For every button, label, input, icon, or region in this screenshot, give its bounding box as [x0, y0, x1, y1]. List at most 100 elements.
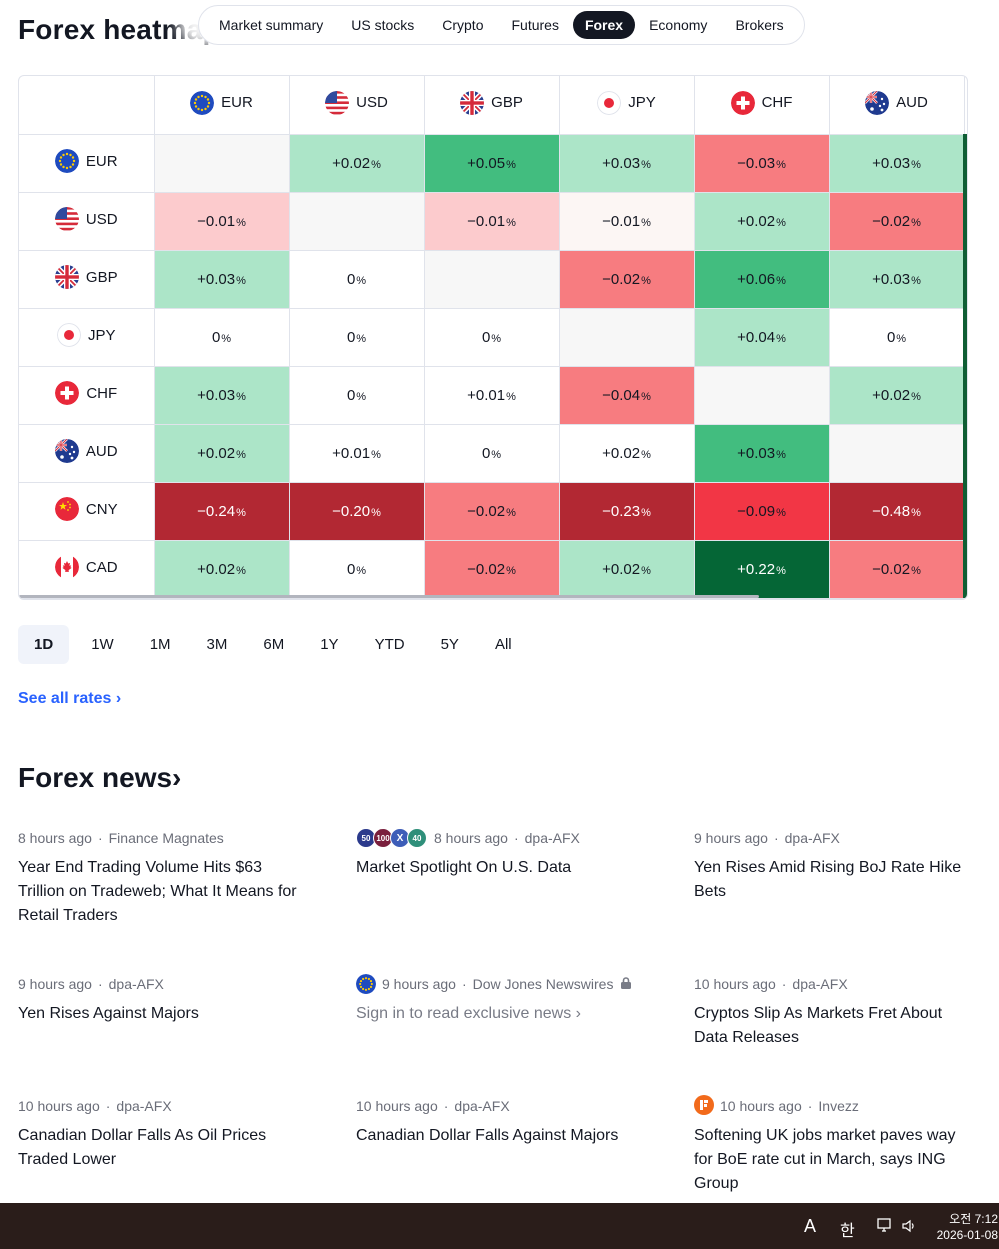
- row-header-cny[interactable]: CNY: [19, 481, 155, 541]
- row-header-eur[interactable]: EUR: [19, 133, 155, 193]
- row-header-chf[interactable]: CHF: [19, 365, 155, 425]
- row-header-aud[interactable]: AUD: [19, 423, 155, 483]
- period-3m[interactable]: 3M: [206, 636, 228, 653]
- heatmap-cell[interactable]: −0.02%: [828, 191, 965, 251]
- row-header-jpy[interactable]: JPY: [19, 307, 155, 367]
- heatmap-cell[interactable]: +0.02%: [558, 539, 695, 599]
- heatmap-cell[interactable]: −0.01%: [558, 191, 695, 251]
- column-header-eur[interactable]: EUR: [153, 76, 290, 135]
- tab-forex[interactable]: Forex: [572, 11, 636, 39]
- column-header-aud[interactable]: AUD: [828, 76, 965, 135]
- tab-us-stocks[interactable]: US stocks: [351, 17, 415, 33]
- column-header-gbp[interactable]: GBP: [423, 76, 560, 135]
- ime-mode-hangul[interactable]: 한: [840, 1223, 855, 1240]
- heatmap-cell[interactable]: 0%: [828, 307, 965, 367]
- news-headline[interactable]: Canadian Dollar Falls Against Majors: [356, 1127, 619, 1144]
- column-header-usd[interactable]: USD: [288, 76, 425, 135]
- heatmap-cell[interactable]: 0%: [288, 365, 425, 425]
- heatmap-cell[interactable]: +0.03%: [828, 133, 965, 193]
- news-headline[interactable]: Canadian Dollar Falls As Oil Prices Trad…: [18, 1127, 267, 1168]
- heatmap-cell[interactable]: −0.01%: [153, 191, 290, 251]
- news-item[interactable]: 9 hours ago · dpa-AFX Yen Rises Amid Risin…: [694, 828, 974, 904]
- heatmap-cell[interactable]: +0.03%: [153, 365, 290, 425]
- network-icon[interactable]: [876, 1216, 894, 1239]
- news-headline[interactable]: Softening UK jobs market paves way for B…: [694, 1127, 956, 1192]
- row-header-usd[interactable]: USD: [19, 191, 155, 251]
- row-header-gbp[interactable]: GBP: [19, 249, 155, 309]
- row-header-cad[interactable]: CAD: [19, 539, 155, 599]
- column-header-jpy[interactable]: JPY: [558, 76, 695, 135]
- period-ytd[interactable]: YTD: [374, 636, 405, 653]
- news-item[interactable]: 50 100 X 40 8 hours ago · dpa-AFX Market S…: [356, 828, 636, 880]
- volume-icon[interactable]: [901, 1217, 919, 1240]
- heatmap-cell[interactable]: −0.02%: [828, 539, 965, 599]
- heatmap-cell[interactable]: 0%: [288, 249, 425, 309]
- news-item[interactable]: 10 hours ago · dpa-AFX Canadian Dollar Fal…: [356, 1096, 636, 1148]
- heatmap-cell[interactable]: +0.05%: [423, 133, 560, 193]
- heatmap-cell[interactable]: +0.02%: [153, 539, 290, 599]
- tab-market-summary[interactable]: Market summary: [219, 17, 324, 33]
- heatmap-cell[interactable]: 0%: [423, 423, 560, 483]
- news-headline[interactable]: Market Spotlight On U.S. Data: [356, 859, 572, 876]
- heatmap-cell[interactable]: −0.01%: [423, 191, 560, 251]
- heatmap-cell[interactable]: +0.02%: [693, 191, 830, 251]
- heatmap-cell[interactable]: −0.20%: [288, 481, 425, 541]
- news-item[interactable]: 8 hours ago · Finance Magnates Year End Tr…: [18, 828, 298, 928]
- heatmap-cell[interactable]: +0.03%: [558, 133, 695, 193]
- heatmap-cell[interactable]: +0.02%: [828, 365, 965, 425]
- ime-mode-a[interactable]: A: [804, 1216, 817, 1236]
- news-headline[interactable]: Cryptos Slip As Markets Fret About Data …: [694, 1005, 943, 1046]
- heatmap-cell[interactable]: −0.04%: [558, 365, 695, 425]
- news-headline[interactable]: Yen Rises Against Majors: [18, 1005, 199, 1022]
- heatmap-cell[interactable]: 0%: [288, 539, 425, 599]
- cell-value: 0: [346, 270, 356, 288]
- heatmap-cell[interactable]: +0.06%: [693, 249, 830, 309]
- heatmap-cell[interactable]: +0.01%: [288, 423, 425, 483]
- heatmap-cell[interactable]: 0%: [288, 307, 425, 367]
- news-headline[interactable]: Yen Rises Amid Rising BoJ Rate Hike Bets: [694, 859, 962, 900]
- period-1y[interactable]: 1Y: [320, 636, 339, 653]
- news-item[interactable]: 10 hours ago · dpa-AFX Canadian Dollar Fal…: [18, 1096, 298, 1172]
- heatmap-cell[interactable]: +0.02%: [558, 423, 695, 483]
- tab-futures[interactable]: Futures: [511, 17, 559, 33]
- forex-news-heading[interactable]: Forex news›: [18, 762, 182, 793]
- heatmap-cell[interactable]: −0.02%: [423, 539, 560, 599]
- heatmap-cell[interactable]: −0.48%: [828, 481, 965, 541]
- heatmap-cell[interactable]: −0.02%: [558, 249, 695, 309]
- heatmap-horizontal-scrollbar[interactable]: [19, 595, 759, 598]
- period-5y[interactable]: 5Y: [440, 636, 459, 653]
- period-all[interactable]: All: [494, 636, 512, 653]
- news-item[interactable]: 10 hours ago · dpa-AFX Cryptos Slip As Mar…: [694, 974, 974, 1050]
- see-all-rates-link[interactable]: See all rates ›: [18, 690, 122, 707]
- period-1m[interactable]: 1M: [149, 636, 171, 653]
- sign-in-exclusive-news-link[interactable]: Sign in to read exclusive news ›: [356, 1005, 581, 1022]
- column-header-chf[interactable]: CHF: [693, 76, 830, 135]
- news-item[interactable]: 10 hours ago · Invezz Softening UK jobs ma…: [694, 1094, 974, 1196]
- period-1d[interactable]: 1D: [18, 625, 70, 664]
- period-6m[interactable]: 6M: [263, 636, 285, 653]
- heatmap-cell[interactable]: +0.02%: [153, 423, 290, 483]
- heatmap-cell[interactable]: −0.23%: [558, 481, 695, 541]
- heatmap-cell[interactable]: +0.03%: [828, 249, 965, 309]
- heatmap-cell[interactable]: +0.02%: [288, 133, 425, 193]
- news-item[interactable]: 9 hours ago · dpa-AFX Yen Rises Against Ma…: [18, 974, 298, 1026]
- system-clock[interactable]: 오전 7:12 2026-01-08: [937, 1211, 999, 1243]
- heatmap-cell[interactable]: 0%: [423, 307, 560, 367]
- heatmap-cell[interactable]: +0.04%: [693, 307, 830, 367]
- news-item[interactable]: 9 hours ago · Dow Jones Newswires Sign in …: [356, 974, 636, 1026]
- heatmap-cell[interactable]: 0%: [153, 307, 290, 367]
- tab-economy[interactable]: Economy: [649, 17, 708, 33]
- heatmap-cell[interactable]: +0.22%: [693, 539, 830, 599]
- heatmap-cell[interactable]: −0.09%: [693, 481, 830, 541]
- heatmap-cell[interactable]: −0.02%: [423, 481, 560, 541]
- tab-brokers[interactable]: Brokers: [735, 17, 784, 33]
- heatmap-cell[interactable]: +0.03%: [153, 249, 290, 309]
- heatmap-cell[interactable]: +0.03%: [693, 423, 830, 483]
- news-headline[interactable]: Year End Trading Volume Hits $63 Trillio…: [18, 859, 297, 924]
- period-1w[interactable]: 1W: [91, 636, 114, 653]
- heatmap-cell[interactable]: +0.01%: [423, 365, 560, 425]
- heatmap-cell[interactable]: −0.03%: [693, 133, 830, 193]
- currency-label: CNY: [85, 500, 118, 518]
- tab-crypto[interactable]: Crypto: [442, 17, 484, 33]
- heatmap-cell[interactable]: −0.24%: [153, 481, 290, 541]
